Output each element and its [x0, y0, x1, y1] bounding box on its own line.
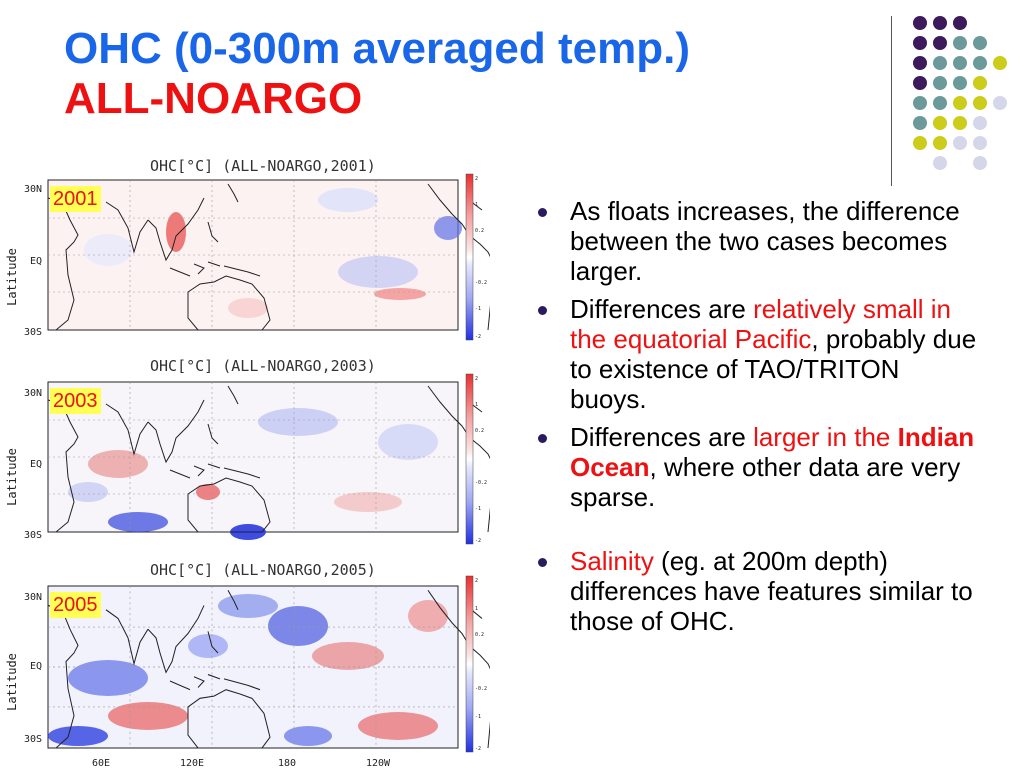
colorbar-label: 0.2 — [475, 632, 484, 638]
decorative-dot — [933, 136, 947, 150]
year-label-2001: 2001 — [50, 186, 101, 212]
decorative-dot — [933, 96, 947, 110]
year-label-2005: 2005 — [50, 592, 101, 618]
bullet-text: Differences are — [570, 422, 754, 452]
decorative-dot — [973, 156, 987, 170]
decorative-dot — [913, 136, 927, 150]
lat-tick-30s: 30S — [24, 734, 42, 745]
map-title: OHC[°C] (ALL-NOARGO,2003) — [150, 357, 376, 375]
anomaly-field — [84, 188, 462, 318]
decorative-dot — [933, 56, 947, 70]
decorative-dot — [913, 16, 927, 30]
colorbar-label: -0.2 — [475, 480, 487, 486]
decorative-dot — [993, 56, 1007, 70]
colorbar: 2 1 0.2 -0.2 -1 -2 — [465, 575, 487, 753]
colorbar-label: -1 — [475, 506, 481, 512]
decorative-dot — [933, 36, 947, 50]
colorbar-label: -2 — [475, 746, 481, 752]
ohc-map-2003: OHC[°C] (ALL-NOARGO,2003) Latitude 30N E… — [0, 352, 490, 552]
lat-tick-30s: 30S — [24, 327, 42, 338]
lat-tick-eq: EQ — [30, 661, 42, 672]
colorbar-label: 0.2 — [475, 428, 484, 434]
lat-tick-30n: 30N — [24, 184, 42, 195]
ohc-map-2005: OHC[°C] (ALL-NOARGO,2005) Latitude 30N E… — [0, 552, 490, 768]
colorbar-label: 0.2 — [475, 228, 484, 234]
bullet-text: Differences are — [570, 294, 754, 324]
colorbar-label: -2 — [475, 538, 481, 544]
decorative-dot — [913, 76, 927, 90]
decorative-dot — [933, 76, 947, 90]
anomaly-field — [68, 408, 438, 540]
title-line-1: OHC (0-300m averaged temp.) — [64, 24, 690, 73]
anomaly-field — [48, 594, 448, 746]
lat-tick-eq: EQ — [30, 459, 42, 470]
slide-title: OHC (0-300m averaged temp.) ALL-NOARGO — [64, 24, 690, 124]
lon-tick-180: 180 — [278, 758, 296, 768]
decorative-dot — [913, 96, 927, 110]
bullet-item: Salinity (eg. at 200m depth) differences… — [534, 546, 979, 636]
bullet-highlight-bold: Indian Ocean — [570, 422, 975, 482]
colorbar-label: -1 — [475, 714, 481, 720]
colorbar: 2 1 0.2 -0.2 -1 -2 — [465, 173, 487, 341]
decorative-dot — [933, 116, 947, 130]
colorbar-label: 1 — [475, 402, 478, 408]
map-title: OHC[°C] (ALL-NOARGO,2005) — [150, 561, 376, 579]
bullet-text: , where other data are very sparse. — [570, 452, 961, 512]
bullet-highlight: relatively small in the equatorial Pacif… — [570, 294, 952, 354]
lon-tick-120e: 120E — [180, 758, 204, 768]
colorbar-label: -0.2 — [475, 686, 487, 692]
y-axis-label: Latitude — [5, 448, 19, 506]
lon-tick-120w: 120W — [366, 758, 391, 768]
colorbar: 2 1 0.2 -0.2 -1 -2 — [465, 373, 487, 545]
lon-tick-60e: 60E — [92, 758, 110, 768]
bullet-highlight: larger in the — [753, 422, 898, 452]
decorative-dot — [953, 16, 967, 30]
lat-tick-30n: 30N — [24, 592, 42, 603]
decorative-divider-line — [891, 16, 892, 186]
decorative-dot — [973, 96, 987, 110]
lat-tick-30n: 30N — [24, 388, 42, 399]
title-line-2: ALL-NOARGO — [64, 74, 363, 123]
colorbar-label: -1 — [475, 306, 481, 312]
y-axis-label: Latitude — [5, 653, 19, 711]
bullet-list: As floats increases, the difference betw… — [534, 196, 979, 644]
decorative-dot — [913, 116, 927, 130]
bullet-item: Differences are relatively small in the … — [534, 294, 979, 414]
decorative-dot — [973, 136, 987, 150]
lat-tick-30s: 30S — [24, 530, 42, 541]
colorbar-label: -2 — [475, 334, 481, 340]
colorbar-label: 1 — [475, 202, 478, 208]
decorative-dot — [953, 116, 967, 130]
bullet-text: As floats increases, the difference betw… — [570, 196, 960, 286]
decorative-dot — [953, 136, 967, 150]
colorbar-label: 2 — [475, 176, 478, 182]
bullet-text: , probably due to existence of TAO/TRITO… — [570, 324, 977, 414]
decorative-dot — [933, 156, 947, 170]
decorative-dot — [913, 36, 927, 50]
decorative-dot — [953, 36, 967, 50]
decorative-dot — [953, 76, 967, 90]
decorative-dot — [933, 16, 947, 30]
ohc-map-2001: OHC[°C] (ALL-NOARGO,2001) Latitude 30N E… — [0, 152, 490, 352]
bullet-text: (eg. at 200m depth) differences have fea… — [570, 546, 973, 636]
decorative-dot — [993, 96, 1007, 110]
decorative-dot — [913, 56, 927, 70]
bullet-highlight: Salinity — [570, 546, 654, 576]
decorative-dot — [973, 56, 987, 70]
colorbar-label: 2 — [475, 376, 478, 382]
decorative-dot — [973, 116, 987, 130]
colorbar-label: -0.2 — [475, 280, 487, 286]
colorbar-label: 1 — [475, 606, 478, 612]
bullet-item: As floats increases, the difference betw… — [534, 196, 979, 286]
map-title: OHC[°C] (ALL-NOARGO,2001) — [150, 157, 376, 175]
decorative-dot — [973, 36, 987, 50]
decorative-dot — [953, 56, 967, 70]
bullet-item: Differences are larger in the Indian Oce… — [534, 422, 979, 512]
decorative-dot — [953, 96, 967, 110]
y-axis-label: Latitude — [5, 248, 19, 306]
decorative-dot — [973, 76, 987, 90]
year-label-2003: 2003 — [50, 388, 101, 414]
lat-tick-eq: EQ — [30, 256, 42, 267]
colorbar-label: 2 — [475, 578, 478, 584]
